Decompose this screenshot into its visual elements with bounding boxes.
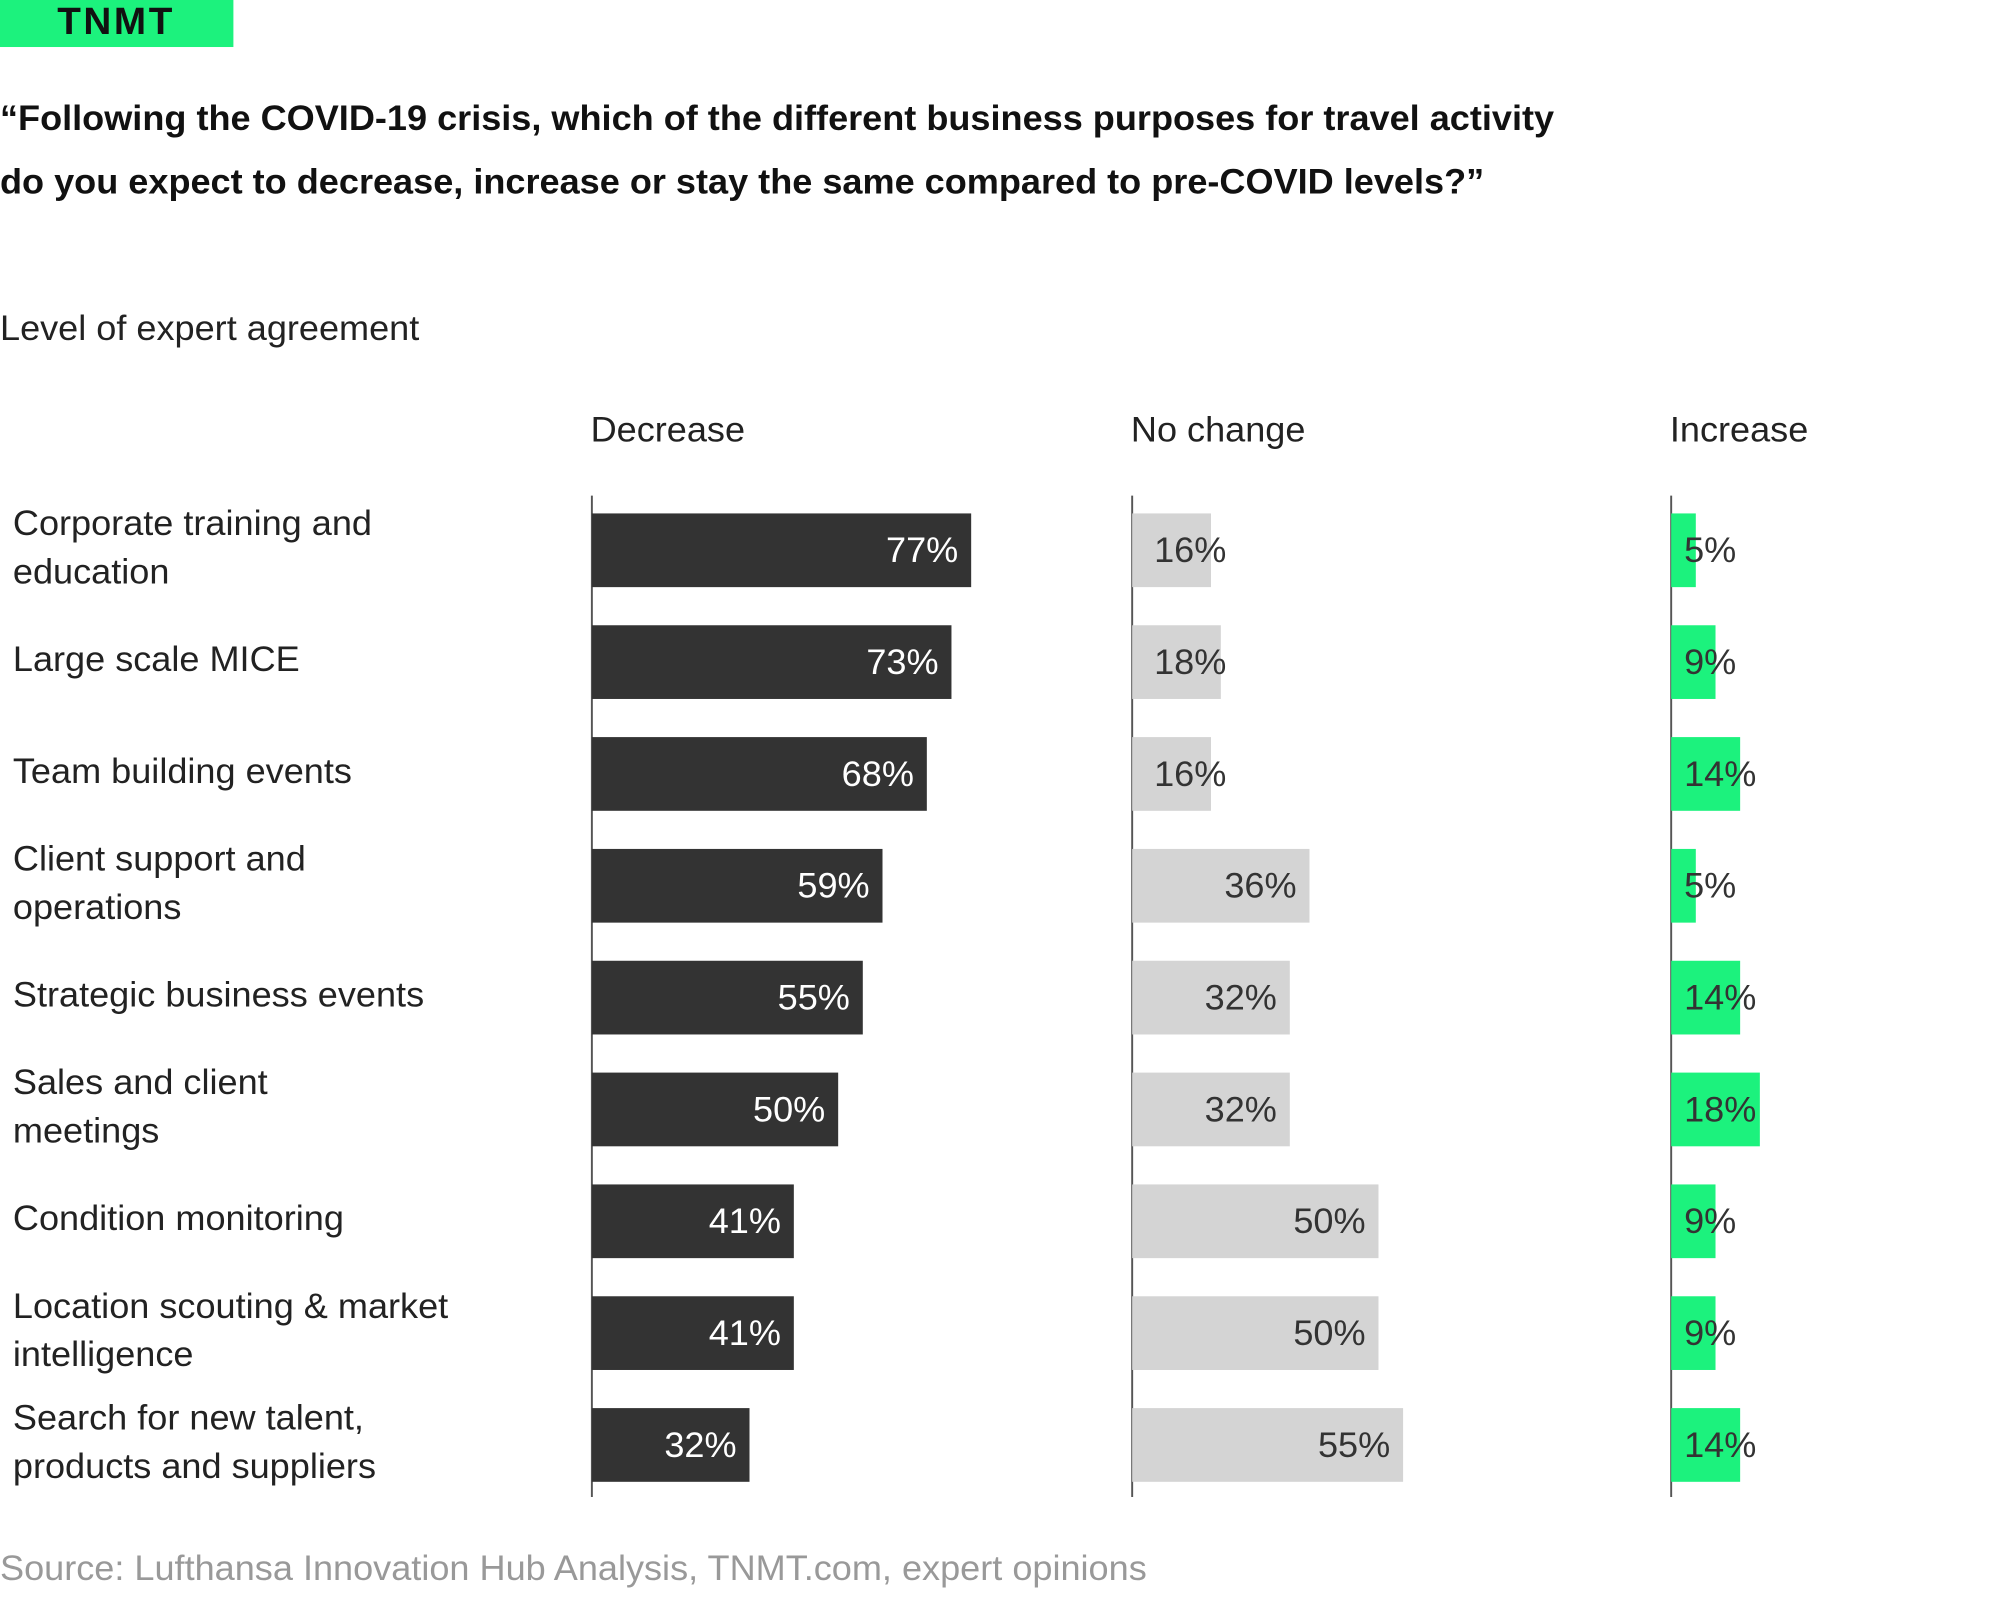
- bar: [591, 625, 952, 699]
- category-line: Large scale MICE: [13, 640, 300, 680]
- category-line: meetings: [13, 1111, 159, 1151]
- bar: [591, 848, 883, 923]
- panel-header: Decrease: [591, 410, 745, 450]
- value-label: 18%: [1154, 642, 1226, 682]
- value-label: 55%: [778, 978, 850, 1018]
- value-label: 14%: [1684, 1425, 1756, 1465]
- value-label: 73%: [866, 642, 938, 682]
- bar: [1132, 513, 1211, 588]
- category-line: products and suppliers: [13, 1447, 376, 1487]
- value-label: 41%: [709, 1201, 781, 1241]
- category-label: Location scouting & market intelligence: [13, 1287, 448, 1375]
- bar: [591, 1408, 750, 1482]
- value-label: 59%: [797, 866, 869, 906]
- value-label: 9%: [1684, 642, 1736, 682]
- bar: [1671, 1408, 1741, 1482]
- bar: [1132, 1072, 1290, 1147]
- value-label: 16%: [1154, 754, 1226, 794]
- value-label: 9%: [1684, 1201, 1736, 1241]
- bar: [1132, 848, 1310, 923]
- category-line: Condition monitoring: [13, 1199, 344, 1239]
- bar: [591, 513, 972, 588]
- value-label: 18%: [1684, 1090, 1756, 1130]
- bar: [591, 1072, 839, 1147]
- category-line: intelligence: [13, 1335, 194, 1375]
- value-label: 32%: [664, 1425, 736, 1465]
- category-line: Sales and client: [13, 1063, 268, 1103]
- category-label: Client support and operations: [13, 839, 306, 927]
- category-label: Condition monitoring: [13, 1199, 344, 1239]
- bar: [1671, 960, 1741, 1035]
- value-label: 16%: [1154, 530, 1226, 570]
- value-label: 50%: [1293, 1201, 1365, 1241]
- value-label: 77%: [886, 530, 958, 570]
- category-line: Corporate training and: [13, 504, 372, 544]
- category-line: Client support and: [13, 839, 306, 879]
- value-label: 5%: [1684, 866, 1736, 906]
- logo-background: [0, 0, 234, 48]
- bar: [1671, 1184, 1716, 1259]
- subtitle: Level of expert agreement: [0, 308, 419, 348]
- bar: [1671, 1296, 1716, 1370]
- bar: [1132, 625, 1221, 699]
- bar: [591, 960, 863, 1035]
- value-label: 14%: [1684, 754, 1756, 794]
- value-label: 41%: [709, 1313, 781, 1353]
- category-label: Search for new talent, products and suppl…: [13, 1398, 376, 1486]
- bar: [1132, 1184, 1379, 1259]
- panel-header: Increase: [1670, 410, 1808, 450]
- bar: [1671, 1072, 1760, 1147]
- category-line: education: [13, 552, 170, 592]
- value-label: 50%: [1293, 1313, 1365, 1353]
- bar: [591, 1296, 794, 1370]
- category-line: Strategic business events: [13, 975, 424, 1015]
- panel-header: No change: [1131, 410, 1306, 450]
- value-label: 50%: [753, 1090, 825, 1130]
- value-label: 55%: [1318, 1425, 1390, 1465]
- category-line: Search for new talent,: [13, 1398, 364, 1438]
- category-line: Team building events: [13, 752, 352, 792]
- value-label: 5%: [1684, 530, 1736, 570]
- value-label: 68%: [842, 754, 914, 794]
- category-line: operations: [13, 888, 182, 928]
- bar: [1671, 848, 1696, 923]
- category-label: Corporate training and education: [13, 504, 372, 592]
- value-label: 32%: [1205, 978, 1277, 1018]
- value-label: 32%: [1205, 1090, 1277, 1130]
- logo: TNMT: [57, 0, 175, 43]
- bar: [1132, 960, 1290, 1035]
- value-label: 14%: [1684, 978, 1756, 1018]
- category-label: Large scale MICE: [13, 640, 300, 680]
- source: Source: Lufthansa Innovation Hub Analysi…: [0, 1548, 1147, 1588]
- category-label: Sales and client meetings: [13, 1063, 268, 1151]
- title-line: “Following the COVID-19 crisis, which of…: [0, 98, 1554, 138]
- bar: [1671, 513, 1696, 588]
- value-label: 9%: [1684, 1313, 1736, 1353]
- category-label: Strategic business events: [13, 975, 424, 1015]
- value-label: 36%: [1224, 866, 1296, 906]
- bar: [1132, 1408, 1404, 1482]
- title-line: do you expect to decrease, increase or s…: [0, 162, 1484, 202]
- bar: [1671, 625, 1716, 699]
- category-label: Team building events: [13, 752, 352, 792]
- bar: [1671, 737, 1741, 811]
- category-line: Location scouting & market: [13, 1287, 448, 1327]
- bar: [591, 1184, 794, 1259]
- bar: [1132, 737, 1211, 811]
- bar: [591, 737, 927, 811]
- bar: [1132, 1296, 1379, 1370]
